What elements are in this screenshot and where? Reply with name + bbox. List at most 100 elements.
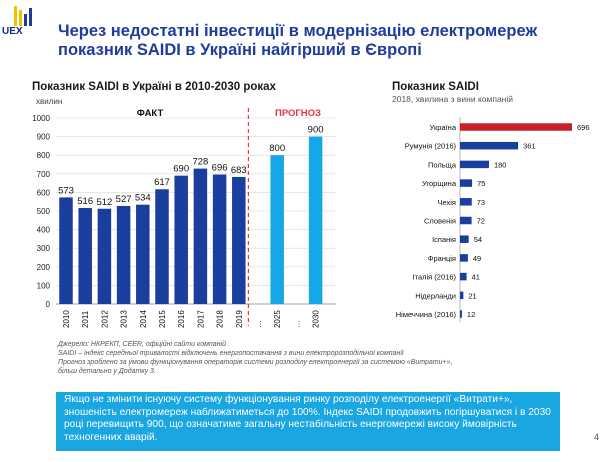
data-label: 534 [135, 193, 151, 204]
y-tick-label: 900 [37, 133, 51, 142]
data-label: 696 [212, 163, 228, 174]
category-label: Нідерланди [415, 291, 456, 300]
category-label: Угорщина [422, 179, 457, 188]
bar [460, 235, 469, 243]
forecast-section-label: ПРОГНОЗ [275, 108, 321, 119]
data-label: 527 [116, 194, 132, 205]
bar [270, 155, 284, 304]
page-title: Через недостатні інвестиції в модернізац… [58, 22, 538, 59]
data-label: 21 [468, 291, 476, 300]
data-label: 41 [472, 273, 480, 282]
x-tick-label: 2016 [177, 310, 186, 328]
y-tick-label: 400 [37, 226, 51, 235]
category-label: Румунія (2016) [405, 142, 457, 151]
bar [460, 179, 473, 187]
bar [212, 174, 227, 304]
bar [460, 272, 467, 281]
right-chart-title: Показник SAIDI [392, 81, 479, 93]
appendix-note-line: більш детально у Додатку 3. [58, 368, 156, 375]
category-label: Словенія [424, 217, 456, 226]
y-tick-label: 300 [37, 244, 51, 253]
data-label: 54 [474, 235, 482, 244]
data-label: 75 [477, 179, 485, 188]
bar [460, 310, 462, 318]
bar [174, 175, 188, 304]
data-label: 728 [192, 157, 208, 168]
source-notes: Джерело: НКРЕКП, CEER, офіційні сайти ко… [58, 340, 538, 376]
data-label: 512 [96, 197, 112, 208]
bar [308, 136, 323, 304]
category-label: Франція [428, 254, 456, 263]
category-label: Україна [430, 123, 457, 132]
forecast-note-line: Прогноз зроблено за умови функціонування… [58, 359, 453, 366]
y-tick-label: 700 [37, 170, 51, 179]
logo-text: UEX [2, 26, 23, 37]
uex-logo [14, 6, 32, 26]
bar [116, 205, 131, 304]
data-label: 73 [477, 198, 485, 207]
bar [460, 291, 464, 300]
category-label: Італія (2016) [413, 273, 457, 282]
data-label: 180 [494, 160, 507, 169]
bar [460, 123, 572, 131]
bar [59, 197, 73, 304]
x-tick-label: 2018 [216, 310, 225, 328]
x-tick-label: 2010 [62, 310, 71, 328]
y-tick-label: 600 [37, 188, 51, 197]
bar [78, 208, 92, 304]
data-label: 617 [154, 177, 170, 188]
category-label: Польща [428, 160, 457, 169]
category-label: Іспанія [432, 235, 456, 244]
category-label: Німеччина (2016) [396, 310, 457, 319]
bar [97, 208, 112, 304]
data-label: 800 [269, 143, 285, 154]
conclusion-callout: Якщо не змінити існуючу систему функціон… [56, 392, 560, 451]
x-tick-label: 2013 [120, 310, 129, 328]
bar [460, 254, 468, 262]
data-label: 516 [77, 196, 93, 207]
category-label: Чехія [438, 198, 456, 207]
bar [460, 198, 472, 206]
x-tick-label: 2015 [158, 310, 167, 328]
saidi-ukraine-bar-chart: хвилин 0 100 200 300 400 500 600 700 800 900 1000 57… [32, 97, 336, 328]
data-label: 49 [473, 254, 481, 263]
bar [460, 160, 489, 169]
y-axis-unit-label: хвилин [36, 97, 62, 106]
x-tick-label: 2014 [139, 310, 148, 328]
bar [193, 168, 208, 304]
bar [460, 141, 519, 150]
x-tick-label: 2012 [100, 310, 109, 328]
data-label: 683 [231, 165, 247, 176]
bar [155, 189, 169, 304]
source-line: Джерело: НКРЕКП, CEER, офіційні сайти ко… [58, 341, 226, 348]
data-label: 573 [58, 185, 74, 196]
y-tick-label: 800 [37, 151, 51, 160]
fact-section-label: ФАКТ [137, 108, 164, 119]
y-tick-label: 500 [37, 207, 51, 216]
x-tick-label: 2011 [81, 310, 90, 328]
x-tick-label: … [254, 320, 263, 328]
y-tick-label: 1000 [32, 114, 50, 123]
y-tick-label: 0 [46, 300, 51, 309]
x-tick-label: 2025 [273, 310, 282, 328]
left-chart-title: Показник SAIDI в Україні в 2010-2030 рок… [32, 81, 276, 93]
data-label: 72 [477, 217, 485, 226]
x-tick-label: 2017 [196, 310, 205, 328]
x-tick-label: … [292, 320, 301, 328]
y-tick-label: 100 [37, 281, 51, 290]
data-label: 696 [577, 123, 590, 132]
right-chart-subtitle: 2018, хвилина з вини компаній [392, 94, 514, 104]
data-label: 690 [173, 164, 189, 175]
bar [136, 204, 150, 304]
data-label: 900 [308, 125, 324, 136]
y-tick-label: 200 [37, 263, 51, 272]
data-label: 12 [467, 310, 475, 319]
bar [232, 176, 246, 304]
x-tick-label: 2030 [312, 310, 321, 328]
definition-line: SAIDI – індекс середньої тривалості відк… [58, 350, 404, 357]
saidi-europe-bar-chart: Україна 696 Румунія (2016) 361 Польща 180 Угор… [396, 117, 590, 322]
data-label: 361 [523, 142, 536, 151]
bar [460, 216, 472, 225]
page-number: 4 [594, 432, 600, 442]
x-tick-label: 2019 [235, 310, 244, 328]
